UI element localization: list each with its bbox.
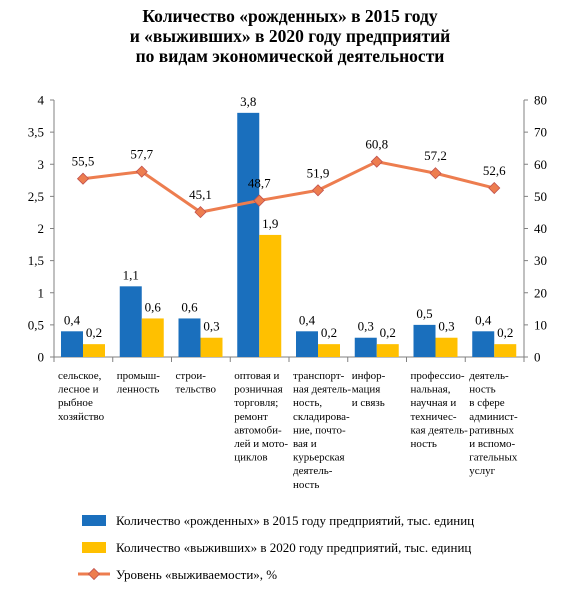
survival-rate-label: 57,7 bbox=[130, 147, 153, 162]
category-label: промыш-ленность bbox=[117, 370, 160, 396]
plot-area: 00,511,522,533,54010203040506070800,40,2… bbox=[28, 93, 547, 491]
bar-survived-2020-label: 0,6 bbox=[145, 299, 162, 314]
survival-rate-label: 57,2 bbox=[424, 148, 447, 163]
survival-rate-label: 55,5 bbox=[72, 154, 95, 169]
bar-survived-2020-label: 0,3 bbox=[203, 319, 219, 334]
survival-rate-point bbox=[76, 172, 90, 185]
survival-rate-label: 45,1 bbox=[189, 187, 212, 202]
bar-survived-2020-label: 0,3 bbox=[438, 319, 454, 334]
category-label: оптовая и розничная торговля; ремонт автомоб… bbox=[234, 370, 288, 464]
bar-survived-2020-label: 0,2 bbox=[321, 325, 337, 340]
bar-born-2015-label: 0,4 bbox=[64, 312, 81, 327]
survival-rate-point bbox=[311, 184, 325, 197]
y-right-tick-label: 0 bbox=[534, 350, 541, 365]
bar-born-2015-label: 0,4 bbox=[475, 312, 492, 327]
category-label: строи-тельство bbox=[176, 370, 217, 396]
bar-survived-2020 bbox=[435, 337, 458, 357]
legend-label-survived-2020: Количество «выживших» в 2020 году предпр… bbox=[116, 540, 471, 555]
y-left-tick-label: 0,5 bbox=[28, 317, 44, 332]
bar-survived-2020 bbox=[259, 234, 282, 357]
survival-rate-line bbox=[82, 160, 495, 214]
y-left-tick-label: 1 bbox=[38, 285, 45, 300]
bar-survived-2020 bbox=[200, 337, 223, 357]
legend-swatch-born-2015 bbox=[82, 515, 106, 526]
y-right-tick-label: 50 bbox=[534, 189, 547, 204]
bar-born-2015 bbox=[119, 286, 142, 357]
y-right-tick-label: 70 bbox=[534, 125, 547, 140]
category-label: инфор-мация и связь bbox=[352, 370, 386, 409]
chart-title-line-3: по видам экономической деятельности bbox=[136, 46, 445, 66]
survival-rate-point bbox=[253, 194, 266, 207]
bar-born-2015 bbox=[237, 112, 260, 357]
survival-rate-label: 52,6 bbox=[483, 163, 506, 178]
category-label: профессио-нальная, научная и техничес-кая … bbox=[411, 370, 469, 450]
bar-born-2015 bbox=[296, 331, 318, 357]
bar-survived-2020-label: 0,2 bbox=[380, 325, 396, 340]
legend-label-born-2015: Количество «рожденных» в 2015 году предп… bbox=[116, 513, 474, 528]
y-right-tick-label: 40 bbox=[534, 221, 547, 236]
survival-rate-point bbox=[135, 165, 148, 178]
y-left-tick-label: 0 bbox=[38, 350, 45, 365]
bar-born-2015-label: 0,3 bbox=[358, 319, 374, 334]
legend: Количество «рожденных» в 2015 году предп… bbox=[78, 513, 474, 582]
category-label: деятель-ность в сфере админист-ративных и в… bbox=[469, 370, 518, 477]
survival-rate-point bbox=[488, 181, 501, 195]
bar-born-2015 bbox=[413, 324, 436, 357]
y-left-tick-label: 3,5 bbox=[28, 125, 44, 140]
survival-rate-point bbox=[370, 155, 383, 168]
survival-rate-label: 60,8 bbox=[365, 137, 388, 152]
bar-born-2015-label: 3,8 bbox=[240, 94, 256, 109]
survival-rate-point bbox=[429, 167, 442, 180]
y-right-tick-label: 10 bbox=[534, 317, 547, 332]
bar-survived-2020-label: 0,2 bbox=[497, 325, 513, 340]
y-left-tick-label: 3 bbox=[38, 157, 45, 172]
chart-title-line-1: Количество «рожденных» в 2015 году bbox=[142, 6, 438, 26]
survival-rate-point bbox=[194, 206, 207, 219]
survival-rate-label: 51,9 bbox=[307, 165, 330, 180]
legend-label-survival-rate: Уровень «выживаемости», % bbox=[116, 567, 277, 582]
bar-born-2015-label: 0,4 bbox=[299, 312, 316, 327]
category-label: сельское, лесное и рыбное хозяйство bbox=[58, 370, 105, 423]
y-left-tick-label: 2,5 bbox=[28, 189, 44, 204]
legend-marker-survival-rate bbox=[87, 567, 101, 581]
bar-born-2015-label: 1,1 bbox=[123, 267, 139, 282]
bar-survived-2020 bbox=[376, 344, 399, 357]
bar-born-2015 bbox=[472, 331, 495, 357]
bar-born-2015-label: 0,6 bbox=[181, 299, 198, 314]
y-right-tick-label: 20 bbox=[534, 285, 547, 300]
y-right-tick-label: 80 bbox=[534, 93, 547, 108]
survival-rate-label: 48,7 bbox=[248, 176, 271, 191]
bar-survived-2020 bbox=[83, 344, 105, 357]
legend-swatch-survived-2020 bbox=[82, 542, 106, 553]
bar-survived-2020 bbox=[141, 318, 164, 357]
y-left-tick-label: 1,5 bbox=[28, 253, 44, 268]
y-right-tick-label: 60 bbox=[534, 157, 547, 172]
bar-survived-2020 bbox=[318, 344, 340, 357]
chart-title-line-2: и «выживших» в 2020 году предприятий bbox=[130, 26, 451, 46]
y-left-tick-label: 2 bbox=[38, 221, 45, 236]
y-left-tick-label: 4 bbox=[38, 93, 45, 108]
bar-survived-2020-label: 0,2 bbox=[86, 325, 102, 340]
bar-born-2015 bbox=[354, 337, 377, 357]
y-right-tick-label: 30 bbox=[534, 253, 547, 268]
bar-born-2015 bbox=[61, 331, 83, 357]
bar-born-2015-label: 0,5 bbox=[416, 306, 432, 321]
bar-born-2015 bbox=[178, 318, 201, 357]
bar-survived-2020-label: 1,9 bbox=[262, 216, 278, 231]
category-label: транспорт-ная деятель-ность, складирова-н… bbox=[293, 370, 351, 491]
bar-survived-2020 bbox=[494, 344, 517, 357]
